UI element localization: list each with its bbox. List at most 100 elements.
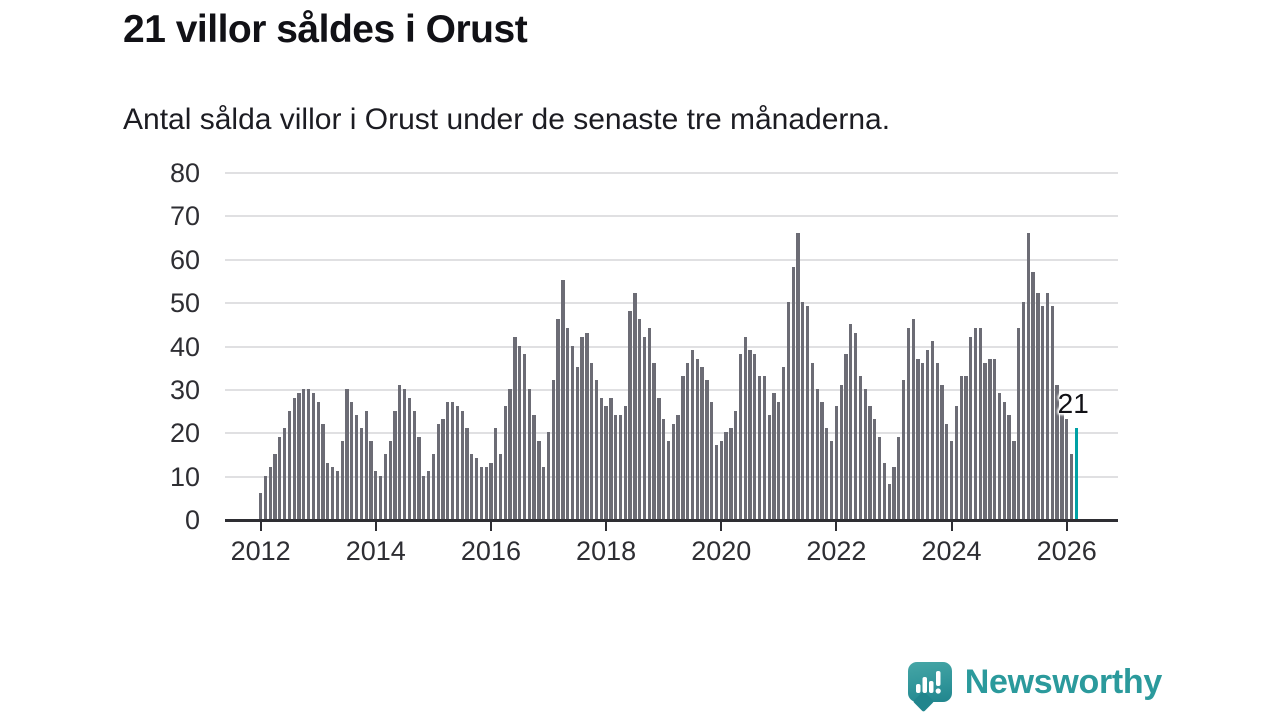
y-tick-label: 10	[169, 461, 200, 492]
bar	[969, 336, 973, 519]
bar	[422, 475, 426, 519]
newsworthy-speech-bubble-icon	[907, 662, 952, 713]
bar	[810, 362, 815, 519]
x-tick-mark	[720, 522, 723, 531]
bar	[590, 362, 594, 519]
bar	[930, 341, 935, 519]
bar	[1065, 419, 1069, 519]
bar	[964, 375, 968, 519]
bar	[594, 380, 599, 519]
bar	[762, 375, 767, 519]
bar	[628, 310, 632, 519]
bar	[417, 436, 421, 519]
bar	[695, 358, 699, 519]
page-title: 21 villor såldes i Orust	[123, 8, 528, 51]
y-tick-label: 50	[169, 288, 200, 319]
bar	[1021, 302, 1026, 519]
bar	[921, 362, 925, 519]
bar	[566, 328, 570, 519]
bar	[273, 453, 277, 519]
bar	[829, 440, 834, 519]
bar	[638, 319, 642, 519]
bar	[513, 336, 517, 519]
bar	[412, 410, 416, 519]
x-axis-line	[225, 519, 1118, 522]
bar	[345, 388, 349, 519]
gridline	[225, 345, 1118, 348]
x-tick-mark	[835, 522, 838, 531]
bar	[791, 267, 795, 519]
bar	[642, 336, 647, 519]
gridline	[225, 215, 1118, 218]
bar	[623, 406, 627, 519]
bar	[522, 354, 527, 519]
bar	[714, 445, 719, 519]
y-tick-label: 60	[169, 244, 200, 275]
bar	[901, 380, 906, 519]
bar	[805, 306, 810, 519]
x-tick-label: 2012	[230, 536, 291, 566]
bar	[263, 475, 268, 519]
bar	[858, 375, 863, 519]
bar	[700, 367, 704, 519]
bar	[882, 462, 887, 519]
bar	[738, 354, 743, 519]
bar	[940, 384, 944, 519]
bar	[801, 302, 805, 519]
bar	[508, 388, 512, 519]
bar	[988, 358, 992, 519]
newsworthy-logo: Newsworthy	[907, 662, 1163, 713]
mini-bar-chart-exclamation-icon	[915, 671, 941, 694]
bar	[532, 414, 536, 519]
bar	[484, 466, 488, 519]
bar	[580, 336, 584, 519]
bar	[278, 436, 282, 519]
bar	[973, 328, 978, 519]
bar	[585, 332, 589, 519]
bar	[959, 375, 963, 519]
bar	[316, 401, 320, 519]
bar	[911, 319, 915, 519]
bar	[729, 427, 733, 519]
bar	[436, 423, 440, 519]
bar	[350, 401, 354, 519]
bar	[527, 388, 531, 519]
newsworthy-logo-text: Newsworthy	[964, 662, 1163, 701]
bar	[321, 423, 325, 519]
bar	[772, 393, 776, 519]
bar	[518, 345, 522, 519]
bar	[302, 388, 306, 519]
bar	[983, 362, 987, 519]
x-tick-label: 2020	[691, 536, 752, 566]
bar	[465, 427, 469, 519]
x-tick-mark	[374, 522, 377, 531]
gridline	[225, 475, 1118, 478]
bar	[877, 436, 882, 519]
bar	[537, 440, 541, 519]
plot-area: 0 10 20 30 40 50 60 70 80 2012 2014 2016 2018 2020 202…	[170, 158, 1118, 566]
bar	[546, 432, 551, 519]
bar	[460, 410, 464, 519]
bar	[479, 466, 483, 519]
x-tick-label: 2022	[806, 536, 867, 566]
bar	[450, 401, 455, 519]
bar	[954, 406, 958, 519]
x-tick-label: 2018	[576, 536, 637, 566]
bar	[666, 440, 671, 519]
gridline	[225, 432, 1118, 435]
bar	[935, 362, 939, 519]
bar	[364, 410, 368, 519]
bar	[815, 388, 819, 519]
x-tick-mark	[1065, 522, 1068, 531]
bar	[786, 302, 791, 519]
y-tick-label: 40	[169, 331, 200, 362]
bar	[1007, 414, 1011, 519]
bar	[426, 471, 431, 519]
bar	[949, 440, 954, 519]
gridline	[225, 302, 1118, 305]
bar	[873, 419, 877, 519]
bar	[671, 423, 675, 519]
bar	[369, 440, 373, 519]
bar	[686, 362, 690, 519]
bar	[662, 419, 666, 519]
